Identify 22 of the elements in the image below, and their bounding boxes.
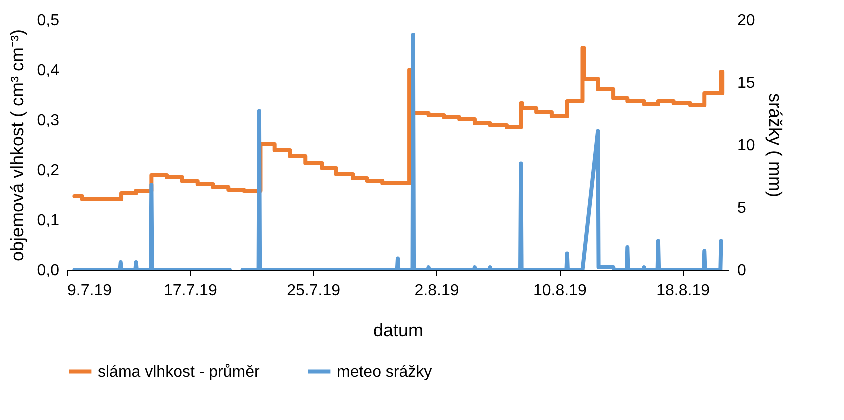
y-tick-label: 0,1 <box>37 212 60 230</box>
y2-tick-label: 5 <box>738 200 746 217</box>
x-tick-label: 18.8.19 <box>656 282 710 300</box>
x-axis-title: datum <box>373 320 424 340</box>
x-tick-label: 2.8.19 <box>414 282 460 300</box>
x-tick-label: 10.8.19 <box>533 282 587 300</box>
y2-tick-label: 0 <box>738 262 746 280</box>
y-tick-label: 0,0 <box>37 262 60 280</box>
y2-axis-title: srážky ( mm) <box>765 94 786 198</box>
y2-tick-label: 20 <box>738 12 756 30</box>
y-tick-label: 0,4 <box>37 62 60 80</box>
y-tick-label: 0,3 <box>37 112 60 130</box>
x-tick-label: 9.7.19 <box>68 282 112 300</box>
y-tick-label: 0,2 <box>37 162 60 180</box>
y2-tick-label: 10 <box>738 138 756 154</box>
y-tick-label: 0,5 <box>37 12 60 30</box>
y-axis-title: objemová vlhkost ( cm³ cm⁻³) <box>7 29 28 262</box>
legend-label: sláma vlhkost - průměr <box>98 364 260 381</box>
x-tick-label: 17.7.19 <box>164 282 218 300</box>
x-tick-label: 25.7.19 <box>287 282 341 300</box>
legend-label: meteo srážky <box>337 364 432 381</box>
y2-tick-label: 15 <box>738 75 756 92</box>
